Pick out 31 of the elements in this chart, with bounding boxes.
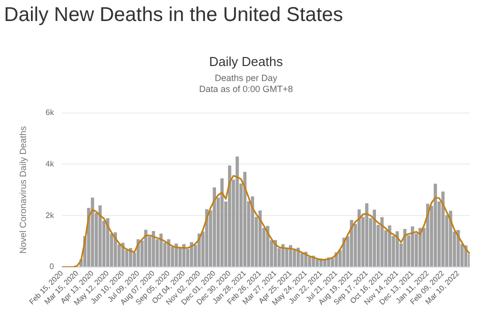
bar xyxy=(426,204,430,266)
y-tick-label: 0 xyxy=(50,262,55,272)
bar xyxy=(372,210,376,266)
bar xyxy=(243,172,246,266)
bar xyxy=(106,218,110,266)
bar xyxy=(296,248,300,266)
bar xyxy=(388,225,392,266)
y-tick-label: 2k xyxy=(46,210,55,220)
bar xyxy=(144,230,148,266)
chart-subtitle: Daily Deaths xyxy=(208,54,284,69)
y-tick-label: 4k xyxy=(46,159,55,168)
text: Data as of 0:00 GMT+8 xyxy=(198,84,294,95)
bar xyxy=(266,226,270,266)
y-axis-title: Novel Coronavirus Daily Deaths xyxy=(18,126,28,254)
bar xyxy=(236,156,239,266)
y-tick-label: 6k xyxy=(46,108,55,118)
chart-title: Daily New Deaths in the United States xyxy=(4,4,344,27)
text: Deaths per Day xyxy=(214,73,278,84)
bar xyxy=(274,240,277,266)
bar xyxy=(174,244,178,266)
bar xyxy=(323,260,326,266)
bar xyxy=(220,178,224,266)
bar xyxy=(205,209,208,266)
bar xyxy=(434,184,437,266)
bar xyxy=(365,203,368,266)
bar xyxy=(114,232,117,266)
bar xyxy=(396,231,399,266)
bar xyxy=(316,259,319,266)
bar xyxy=(167,239,170,266)
bar xyxy=(358,209,361,266)
bar xyxy=(456,230,460,266)
